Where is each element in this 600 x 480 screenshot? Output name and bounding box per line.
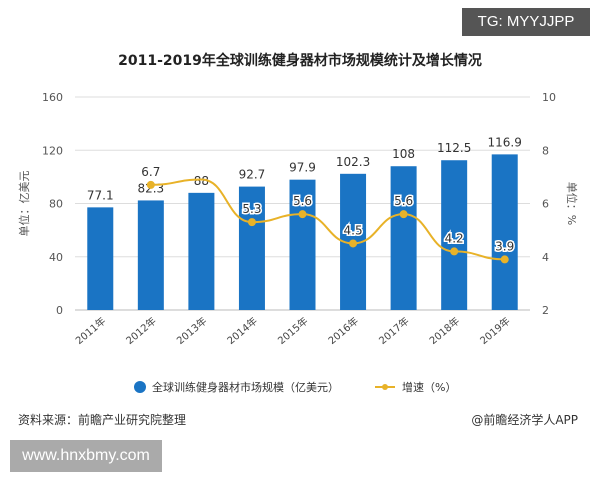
bar-label: 92.7 (239, 168, 266, 182)
y-tick-label: 40 (49, 251, 63, 264)
bar (238, 186, 265, 310)
bar (137, 200, 164, 310)
bar-label: 88 (194, 174, 209, 188)
bar (87, 207, 114, 310)
y2-tick-label: 10 (542, 91, 556, 104)
bar-label: 77.1 (87, 188, 114, 202)
bar (390, 166, 417, 310)
legend-line-dot (382, 384, 388, 390)
y-tick-label: 80 (49, 198, 63, 211)
brand-note: @前瞻经济学人APP (471, 413, 578, 427)
y2-tick-label: 8 (542, 144, 549, 157)
growth-label: 3.9 (495, 239, 514, 253)
growth-label: 5.3 (242, 202, 261, 216)
tag-label: TG: MYYJJPP (462, 8, 590, 36)
y2-tick-label: 6 (542, 198, 549, 211)
y-tick-label: 0 (56, 304, 63, 317)
legend-line-label: 增速（%） (402, 380, 456, 394)
growth-label: 5.6 (394, 194, 413, 208)
growth-point (349, 239, 358, 248)
x-tick-label: 2011年 (73, 314, 109, 347)
growth-label: 6.7 (141, 165, 160, 179)
chart: 04080120160246810单位：亿美元单位：%77.12011年82.3… (17, 91, 579, 394)
bar-label: 116.9 (488, 135, 522, 149)
y-tick-label: 160 (42, 91, 63, 104)
bar-label: 108 (392, 147, 415, 161)
y-tick-label: 120 (42, 144, 63, 157)
legend-bar-icon (134, 381, 146, 393)
growth-point (298, 210, 307, 219)
x-tick-label: 2019年 (477, 314, 513, 347)
legend-bar-label: 全球训练健身器材市场规模（亿美元） (152, 380, 339, 394)
growth-point (247, 218, 256, 227)
growth-point (399, 210, 408, 219)
source-note: 资料来源：前瞻产业研究院整理 (18, 413, 187, 427)
y2-tick-label: 4 (542, 251, 549, 264)
x-tick-label: 2012年 (123, 314, 159, 347)
bar (441, 160, 468, 310)
growth-point (146, 180, 155, 189)
growth-point (450, 247, 459, 256)
x-tick-label: 2017年 (376, 314, 412, 347)
bar-label: 97.9 (289, 161, 316, 175)
x-tick-label: 2014年 (224, 314, 260, 347)
y2-tick-label: 2 (542, 304, 549, 317)
growth-label: 5.6 (293, 194, 312, 208)
bar (289, 179, 316, 310)
chart-title: 2011-2019年全球训练健身器材市场规模统计及增长情况 (118, 53, 482, 69)
bar-label: 102.3 (336, 155, 370, 169)
bar (491, 154, 518, 310)
y-axis-label: 单位：亿美元 (17, 171, 31, 237)
growth-point (500, 255, 509, 264)
bar-label: 112.5 (437, 141, 471, 155)
bar (188, 192, 215, 310)
x-tick-label: 2013年 (174, 314, 210, 347)
x-tick-label: 2016年 (325, 314, 361, 347)
watermark: www.hnxbmy.com (10, 440, 162, 472)
growth-label: 4.5 (344, 223, 363, 237)
growth-label: 4.2 (445, 231, 464, 245)
growth-line (150, 178, 505, 261)
y2-axis-label: 单位：% (565, 182, 579, 225)
x-tick-label: 2018年 (427, 314, 463, 347)
x-tick-label: 2015年 (275, 314, 311, 347)
